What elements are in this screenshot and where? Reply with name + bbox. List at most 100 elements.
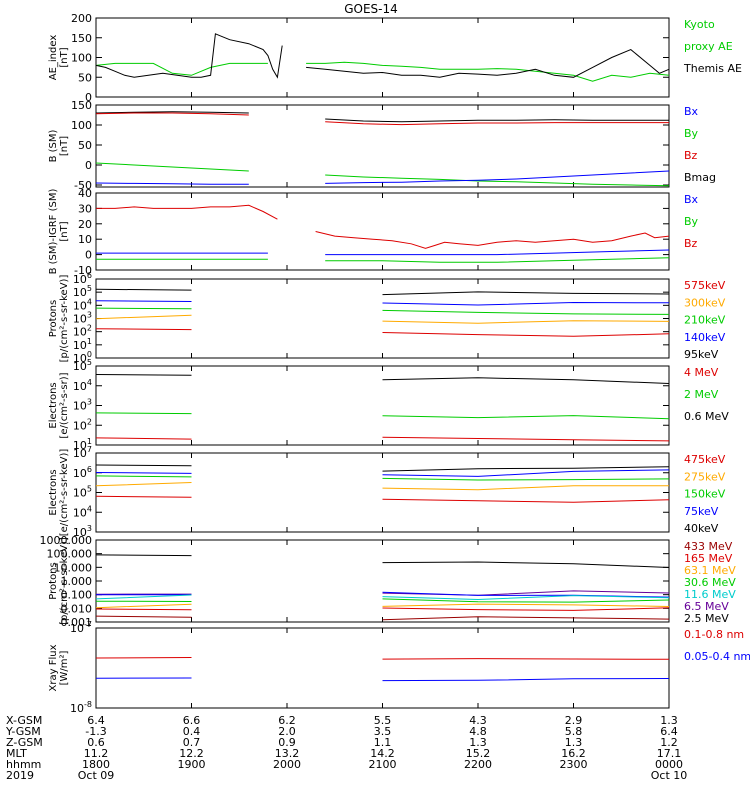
legend-entry: proxy AE <box>684 40 733 53</box>
series-line <box>95 436 670 442</box>
y-tick-exponent: 2 <box>87 417 92 426</box>
axis-row-label: MLT <box>6 747 27 760</box>
series-line <box>95 328 670 337</box>
legend-entry: 140keV <box>684 331 726 344</box>
axis-row-label: X-GSM <box>6 714 42 727</box>
y-tick-label: 0.100 <box>61 589 93 602</box>
axis-cell: 0.6 <box>87 736 105 749</box>
legend-entry: 2.5 MeV <box>684 612 729 625</box>
y-tick-exponent: 1 <box>87 437 92 446</box>
y-axis-label-line: Electrons <box>48 382 59 428</box>
legend-entry: 300keV <box>684 296 726 309</box>
series-line <box>95 170 670 185</box>
axis-cell: 5.5 <box>374 714 392 727</box>
series-line <box>95 607 670 611</box>
y-tick-label: 100 <box>71 119 92 132</box>
y-tick-label: 102 <box>73 417 92 432</box>
axis-cell: 11.2 <box>84 747 109 760</box>
legend-entry: 40keV <box>684 522 719 535</box>
legend-entry: 75keV <box>684 505 719 518</box>
axis-cell: 0.7 <box>183 736 201 749</box>
legend-entry: 150keV <box>684 488 726 501</box>
axis-cell: 6.4 <box>660 725 678 738</box>
series-line <box>95 615 670 621</box>
y-tick-label: 103 <box>73 398 92 413</box>
legend-entry: 575keV <box>684 279 726 292</box>
y-axis-label-line: B (SM)-IGRF (SM) <box>48 189 59 275</box>
axis-cell: 12.2 <box>179 747 204 760</box>
legend-entry: Bz <box>684 149 698 162</box>
y-axis-label: Electrons[e/(cm²-s-sr-keV)] <box>48 449 70 537</box>
series-line <box>95 677 670 682</box>
y-tick-label: 150 <box>71 99 92 112</box>
y-tick-exponent: 4 <box>87 504 92 513</box>
legend-entry: Bz <box>684 237 698 250</box>
y-tick-label: 0 <box>85 249 92 262</box>
y-tick-exponent: 3 <box>87 524 92 533</box>
legend-entry: 210keV <box>684 314 726 327</box>
axis-cell: 2000 <box>273 758 301 771</box>
series-line <box>95 495 670 503</box>
y-axis-label-line: B (SM) <box>48 129 59 162</box>
series-line <box>95 61 670 82</box>
y-tick-exponent: -8 <box>84 700 92 709</box>
y-axis-label-line: [e/(cm²-s-sr-keV)] <box>59 449 70 537</box>
legend-entry: 275keV <box>684 470 726 483</box>
axis-row-label: Y-GSM <box>5 725 41 738</box>
y-axis-label: B (SM)[nT] <box>48 129 70 162</box>
panel-protons_high: 0.0010.0100.1001.00010.000100.0001000.00… <box>40 534 737 629</box>
axis-cell: 2.0 <box>278 725 296 738</box>
series-line <box>95 591 670 598</box>
axis-cell: 1.3 <box>565 736 583 749</box>
y-axis-label-line: [e/(cm²-s-sr)] <box>59 372 70 438</box>
series-line <box>96 204 670 249</box>
series-line <box>95 112 669 126</box>
y-tick-exponent: 7 <box>87 445 92 454</box>
y-tick-exponent: 3 <box>87 311 92 320</box>
y-tick-exponent: 0 <box>87 350 92 359</box>
panel-frame <box>95 627 670 709</box>
legend-entry: Bmag <box>684 171 716 184</box>
y-tick-exponent: 5 <box>87 358 92 367</box>
plot-title: GOES-14 <box>344 2 398 16</box>
axis-cell: 6.6 <box>183 714 201 727</box>
axis-cell: 1.2 <box>660 736 678 749</box>
y-axis-label: Protons[p/(cm²-s-sr-keV)] <box>48 537 70 625</box>
y-tick-label: 20 <box>78 218 92 231</box>
series-line <box>95 111 669 123</box>
legend-entry: 0.05-0.4 nm <box>684 650 750 663</box>
y-tick-label: 100.000 <box>47 548 93 561</box>
axis-cell: 2100 <box>369 758 397 771</box>
legend-entry: 6.5 MeV <box>684 600 729 613</box>
series-line <box>95 554 670 568</box>
axis-cell: 0000 <box>655 758 683 771</box>
axis-row-label: 2019 <box>6 769 34 782</box>
y-tick-label: 30 <box>78 202 92 215</box>
legend-entry: 475keV <box>684 453 726 466</box>
y-tick-exponent: 6 <box>87 271 92 280</box>
series-line <box>96 249 670 256</box>
axis-cell: 1900 <box>178 758 206 771</box>
y-tick-label: 1000.000 <box>40 534 93 547</box>
legend-entry: Kyoto <box>684 18 715 31</box>
axis-cell: 4.8 <box>469 725 487 738</box>
y-tick-label: 50 <box>78 139 92 152</box>
axis-cell: 1.3 <box>660 714 678 727</box>
axis-cell: 5.8 <box>565 725 583 738</box>
y-tick-label: 107 <box>73 445 92 460</box>
series-line <box>95 307 670 315</box>
y-tick-label: 104 <box>73 378 92 393</box>
legend-entry: 0.6 MeV <box>684 410 729 423</box>
y-axis-label: Xray Flux[W/m²] <box>48 644 70 691</box>
axis-cell: -1.3 <box>85 725 106 738</box>
axis-row-label: Z-GSM <box>6 736 43 749</box>
y-tick-exponent: -7 <box>84 620 92 629</box>
series-line <box>96 257 670 263</box>
axis-cell: Oct 10 <box>651 769 688 782</box>
panel-frame <box>95 365 670 446</box>
legend-entry: 30.6 MeV <box>684 576 736 589</box>
series-line <box>95 475 670 481</box>
panel-electrons_low: 103104105106107Electrons[e/(cm²-s-sr-keV… <box>48 445 726 539</box>
legend-entry: 2 MeV <box>684 388 719 401</box>
y-tick-label: 0.010 <box>61 602 93 615</box>
